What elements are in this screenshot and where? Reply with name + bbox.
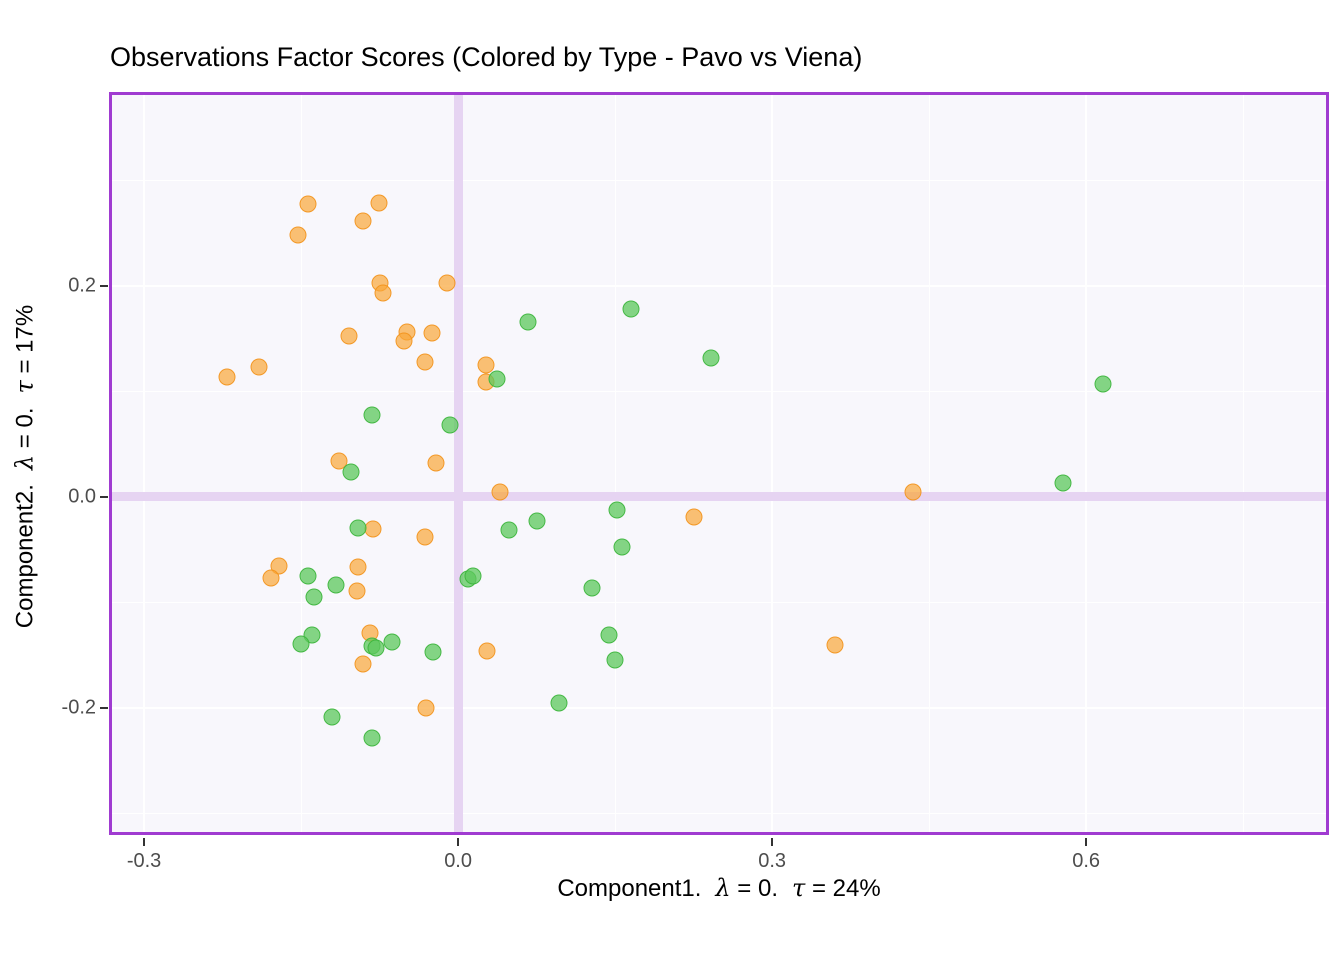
x-major-gridline (1085, 92, 1088, 835)
x-minor-gridline (1242, 92, 1244, 835)
data-point-orange (491, 483, 509, 501)
lambda-symbol: λ (10, 454, 39, 471)
tau-symbol: τ (792, 874, 806, 902)
y-minor-gridline (109, 812, 1329, 814)
data-point-orange (349, 558, 367, 576)
data-point-orange (364, 520, 382, 538)
data-point-orange (438, 274, 456, 292)
data-point-orange (370, 194, 388, 212)
data-point-green (1054, 474, 1072, 492)
data-point-green (622, 300, 640, 318)
x-axis-title-name: Component1. (557, 875, 702, 902)
x-tick-label: -0.3 (126, 850, 162, 872)
data-point-green (528, 512, 546, 530)
data-point-orange (826, 636, 844, 654)
data-point-orange (685, 508, 703, 526)
data-point-green (606, 651, 624, 669)
data-point-green (488, 370, 506, 388)
data-point-orange (299, 195, 317, 213)
x-tick-label: 0.3 (758, 850, 787, 872)
x-tick-mark (1085, 838, 1088, 846)
data-point-green (305, 588, 323, 606)
data-point-orange (250, 358, 268, 376)
data-point-green (1094, 375, 1112, 393)
x-axis-lambda-value: = 0. (730, 875, 779, 902)
data-point-orange (374, 284, 392, 302)
data-point-green (367, 639, 385, 657)
data-point-orange (904, 483, 922, 501)
x-axis-title: Component1. λ = 0. τ = 24% (557, 874, 880, 903)
data-point-green (424, 643, 442, 661)
data-point-green (441, 416, 459, 434)
data-point-green (342, 463, 360, 481)
data-point-orange (262, 569, 280, 587)
x-tick-label: 0.6 (1072, 850, 1101, 872)
x-minor-gridline (928, 92, 930, 835)
x-tick-mark (771, 838, 774, 846)
y-tick-mark (100, 284, 108, 287)
data-point-green (600, 626, 618, 644)
data-point-orange (354, 212, 372, 230)
data-point-orange (218, 368, 236, 386)
y-axis-lambda-value: = 0. (11, 407, 39, 455)
data-point-green (349, 519, 367, 537)
data-point-green (583, 579, 601, 597)
y-tick-label: -0.2 (61, 696, 96, 719)
data-point-orange (340, 327, 358, 345)
x-axis-tau-value: = 24% (805, 875, 881, 902)
data-point-green (550, 694, 568, 712)
zero-line-horizontal (109, 492, 1329, 502)
data-point-green (613, 538, 631, 556)
x-major-gridline (771, 92, 774, 835)
data-point-green (608, 501, 626, 519)
y-tick-mark (100, 706, 108, 709)
data-point-green (299, 567, 317, 585)
chart-title: Observations Factor Scores (Colored by T… (110, 42, 863, 72)
data-point-orange (427, 454, 445, 472)
data-point-green (519, 313, 537, 331)
data-point-green (323, 708, 341, 726)
data-point-green (363, 406, 381, 424)
y-axis-title: Component2. λ = 0. τ = 17% (11, 267, 40, 667)
data-point-orange (416, 353, 434, 371)
y-axis-title-name: Component2. (11, 484, 39, 629)
data-point-orange (423, 324, 441, 342)
data-point-green (327, 576, 345, 594)
y-minor-gridline (109, 390, 1329, 392)
x-tick-mark (143, 838, 146, 846)
y-minor-gridline (109, 179, 1329, 181)
data-point-green (292, 635, 310, 653)
data-point-orange (417, 699, 435, 717)
y-tick-mark (100, 495, 108, 498)
zero-line-vertical (453, 92, 463, 835)
plot-area (109, 92, 1329, 835)
data-point-green (500, 521, 518, 539)
tau-symbol: τ (10, 380, 39, 394)
data-point-orange (330, 452, 348, 470)
data-point-orange (348, 582, 366, 600)
data-point-orange (478, 642, 496, 660)
y-tick-label: 0.0 (68, 485, 96, 508)
data-point-orange (477, 356, 495, 374)
x-tick-label: 0.0 (444, 850, 472, 872)
data-point-green (464, 567, 482, 585)
lambda-symbol: λ (715, 874, 731, 902)
data-point-green (363, 729, 381, 747)
y-major-gridline (109, 284, 1329, 287)
data-point-orange (395, 332, 413, 350)
data-point-green (383, 633, 401, 651)
data-point-orange (354, 655, 372, 673)
y-minor-gridline (109, 601, 1329, 603)
y-major-gridline (109, 706, 1329, 709)
y-tick-label: 0.2 (68, 274, 96, 297)
data-point-orange (416, 528, 434, 546)
data-point-orange (289, 226, 307, 244)
x-minor-gridline (614, 92, 616, 835)
x-minor-gridline (300, 92, 302, 835)
y-axis-tau-value: = 17% (11, 304, 39, 381)
data-point-green (702, 349, 720, 367)
x-tick-mark (457, 838, 460, 846)
x-major-gridline (143, 92, 146, 835)
